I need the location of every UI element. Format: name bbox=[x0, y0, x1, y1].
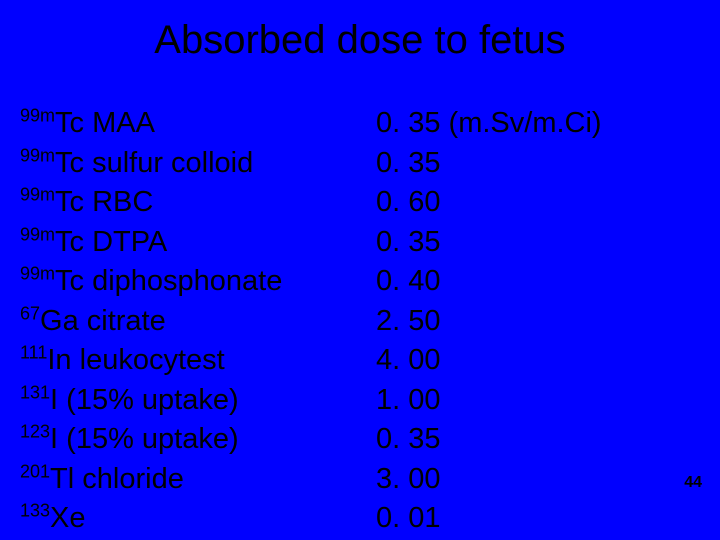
agent-name: 201Tl chloride bbox=[20, 460, 376, 500]
table-row: 111In leukocytest 4. 00 bbox=[20, 341, 700, 381]
table-row: 131I (15% uptake) 1. 00 bbox=[20, 381, 700, 421]
dose-value: 4. 00 bbox=[376, 341, 441, 381]
table-row: 123I (15% uptake) 0. 35 bbox=[20, 420, 700, 460]
agent-name: 123I (15% uptake) bbox=[20, 420, 376, 460]
agent-name: 67Ga citrate bbox=[20, 302, 376, 342]
agent-name: 99mTc sulfur colloid bbox=[20, 144, 376, 184]
table-row: 201Tl chloride 3. 00 bbox=[20, 460, 700, 500]
agent-name: 99mTc DTPA bbox=[20, 223, 376, 263]
table-row: 99mTc sulfur colloid 0. 35 bbox=[20, 144, 700, 184]
agent-name: 99mTc diphosphonate bbox=[20, 262, 376, 302]
dose-value: 0. 35 bbox=[376, 420, 441, 460]
agent-name: 99mTc MAA bbox=[20, 104, 376, 144]
dose-value: 0. 60 bbox=[376, 183, 441, 223]
table-row: 99mTc DTPA 0. 35 bbox=[20, 223, 700, 263]
dose-value: 3. 00 bbox=[376, 460, 441, 500]
dose-value: 0. 01 bbox=[376, 499, 441, 539]
dose-value: 0. 35 bbox=[376, 223, 441, 263]
dose-value: 0. 40 bbox=[376, 262, 441, 302]
dose-table: 99mTc MAA 0. 35 (m.Sv/m.Ci) 99mTc sulfur… bbox=[20, 104, 700, 539]
table-row: 99mTc diphosphonate 0. 40 bbox=[20, 262, 700, 302]
dose-value: 1. 00 bbox=[376, 381, 441, 421]
agent-name: 133Xe bbox=[20, 499, 376, 539]
dose-value: 0. 35 (m.Sv/m.Ci) bbox=[376, 104, 602, 144]
page-number: 44 bbox=[684, 474, 702, 492]
dose-value: 0. 35 bbox=[376, 144, 441, 184]
table-row: 99mTc MAA 0. 35 (m.Sv/m.Ci) bbox=[20, 104, 700, 144]
slide-title: Absorbed dose to fetus bbox=[0, 18, 720, 63]
agent-name: 111In leukocytest bbox=[20, 341, 376, 381]
table-row: 133Xe 0. 01 bbox=[20, 499, 700, 539]
table-row: 99mTc RBC 0. 60 bbox=[20, 183, 700, 223]
table-row: 67Ga citrate 2. 50 bbox=[20, 302, 700, 342]
agent-name: 131I (15% uptake) bbox=[20, 381, 376, 421]
agent-name: 99mTc RBC bbox=[20, 183, 376, 223]
dose-value: 2. 50 bbox=[376, 302, 441, 342]
